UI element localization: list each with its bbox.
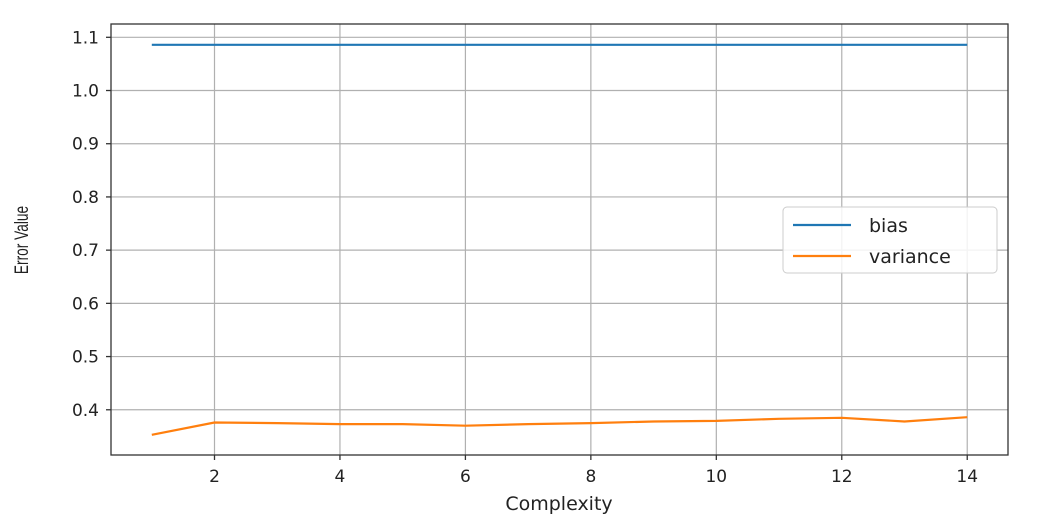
legend-label-variance: variance: [869, 246, 951, 268]
y-tick-label: 0.9: [72, 135, 99, 155]
plot-frame: [110, 23, 1009, 456]
y-tick-label: 0.4: [72, 401, 99, 421]
y-tick-label: 0.5: [72, 348, 99, 368]
x-tick-label: 14: [956, 467, 978, 487]
y-tick-label: 0.6: [72, 294, 99, 314]
x-tick-label: 12: [831, 467, 853, 487]
y-axis-label: Error Value: [11, 206, 33, 274]
x-axis-ticks: 2 4 6 8 10 12 14: [209, 455, 978, 487]
legend-label-bias: bias: [869, 215, 908, 237]
series-lines: [151, 43, 968, 436]
y-tick-label: 0.7: [72, 241, 99, 261]
y-tick-label: 1.1: [72, 28, 99, 48]
y-axis-ticks: 0.4 0.5 0.6 0.7 0.8 0.9 1.0 1.1: [72, 28, 111, 421]
x-tick-label: 6: [460, 467, 471, 487]
legend: bias variance: [782, 206, 998, 274]
y-tick-label: 1.0: [72, 82, 99, 102]
x-tick-label: 4: [335, 467, 346, 487]
x-axis-label: Complexity: [505, 493, 612, 515]
series-line-variance: [151, 416, 968, 436]
x-tick-label: 10: [705, 467, 727, 487]
x-tick-label: 2: [209, 467, 220, 487]
x-tick-label: 8: [585, 467, 596, 487]
y-tick-label: 0.8: [72, 188, 99, 208]
